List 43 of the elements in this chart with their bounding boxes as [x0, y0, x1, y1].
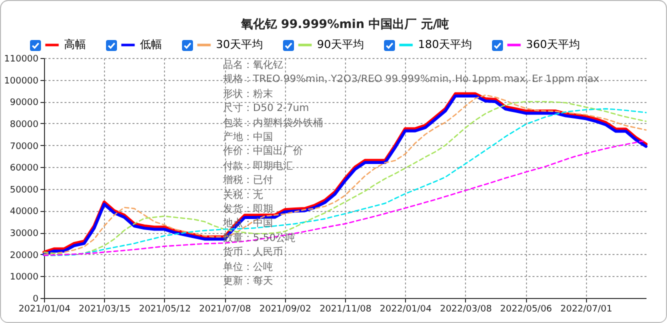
annotation: 发货：即期 — [223, 204, 273, 216]
y-tick-label: 40000 — [10, 207, 39, 218]
y-tick-label: 80000 — [10, 120, 39, 130]
y-tick-label: 20000 — [10, 250, 39, 261]
x-tick-label: 2021/11/08 — [320, 304, 372, 314]
legend-label: 360天平均 — [526, 38, 580, 51]
x-tick-label: 2022/05/06 — [500, 304, 552, 314]
annotation: 关税：无 — [223, 190, 263, 201]
y-tick-label: 70000 — [10, 142, 39, 152]
annotation: 品名：氧化钇 — [223, 60, 283, 71]
annotation: 货币：人民币 — [223, 247, 283, 258]
legend-label: 高幅 — [64, 38, 86, 51]
y-tick-label: 90000 — [10, 98, 39, 108]
x-tick-label: 2021/07/08 — [199, 304, 252, 314]
x-tick-label: 2021/03/15 — [78, 304, 131, 314]
annotation: 增税：已付 — [223, 175, 273, 186]
x-tick-label: 2022/01/04 — [380, 304, 432, 314]
annotation: 产地：中国 — [223, 132, 273, 144]
annotation: 单位：公吨 — [223, 262, 273, 273]
annotation: 尺寸：D50 2-7um — [223, 103, 310, 114]
y-tick-label: 10000 — [10, 272, 39, 283]
legend-label: 低幅 — [140, 38, 162, 51]
x-tick-label: 2021/01/04 — [18, 304, 71, 314]
y-tick-label: 100000 — [4, 76, 39, 86]
legend-label: 180天平均 — [418, 38, 472, 51]
line-series — [43, 140, 647, 256]
x-tick-label: 2022/03/08 — [440, 304, 492, 314]
annotation: 作价：中国出厂价 — [223, 146, 303, 158]
x-tick-label: 2021/09/02 — [259, 304, 312, 314]
y-tick-label: 60000 — [10, 164, 39, 174]
legend-label: 90天平均 — [317, 38, 364, 51]
annotation: 包装：内塑料袋外铁桶 — [223, 118, 323, 129]
legend-label: 30天平均 — [216, 38, 263, 51]
y-tick-label: 30000 — [10, 229, 39, 240]
y-tick-label: 50000 — [10, 185, 39, 196]
annotation: 付款：即期电汇 — [223, 160, 293, 172]
y-tick-label: 0 — [32, 294, 39, 304]
chart-title: 氧化钇 99.999%min 中国出厂 元/吨 — [240, 17, 450, 31]
x-tick-label: 2022/07/01 — [560, 304, 612, 314]
x-tick-label: 2021/05/12 — [138, 304, 191, 314]
annotation: 更新：每天 — [223, 276, 273, 288]
annotation: 形状：粉末 — [223, 88, 273, 100]
y-tick-label: 110000 — [4, 54, 39, 64]
